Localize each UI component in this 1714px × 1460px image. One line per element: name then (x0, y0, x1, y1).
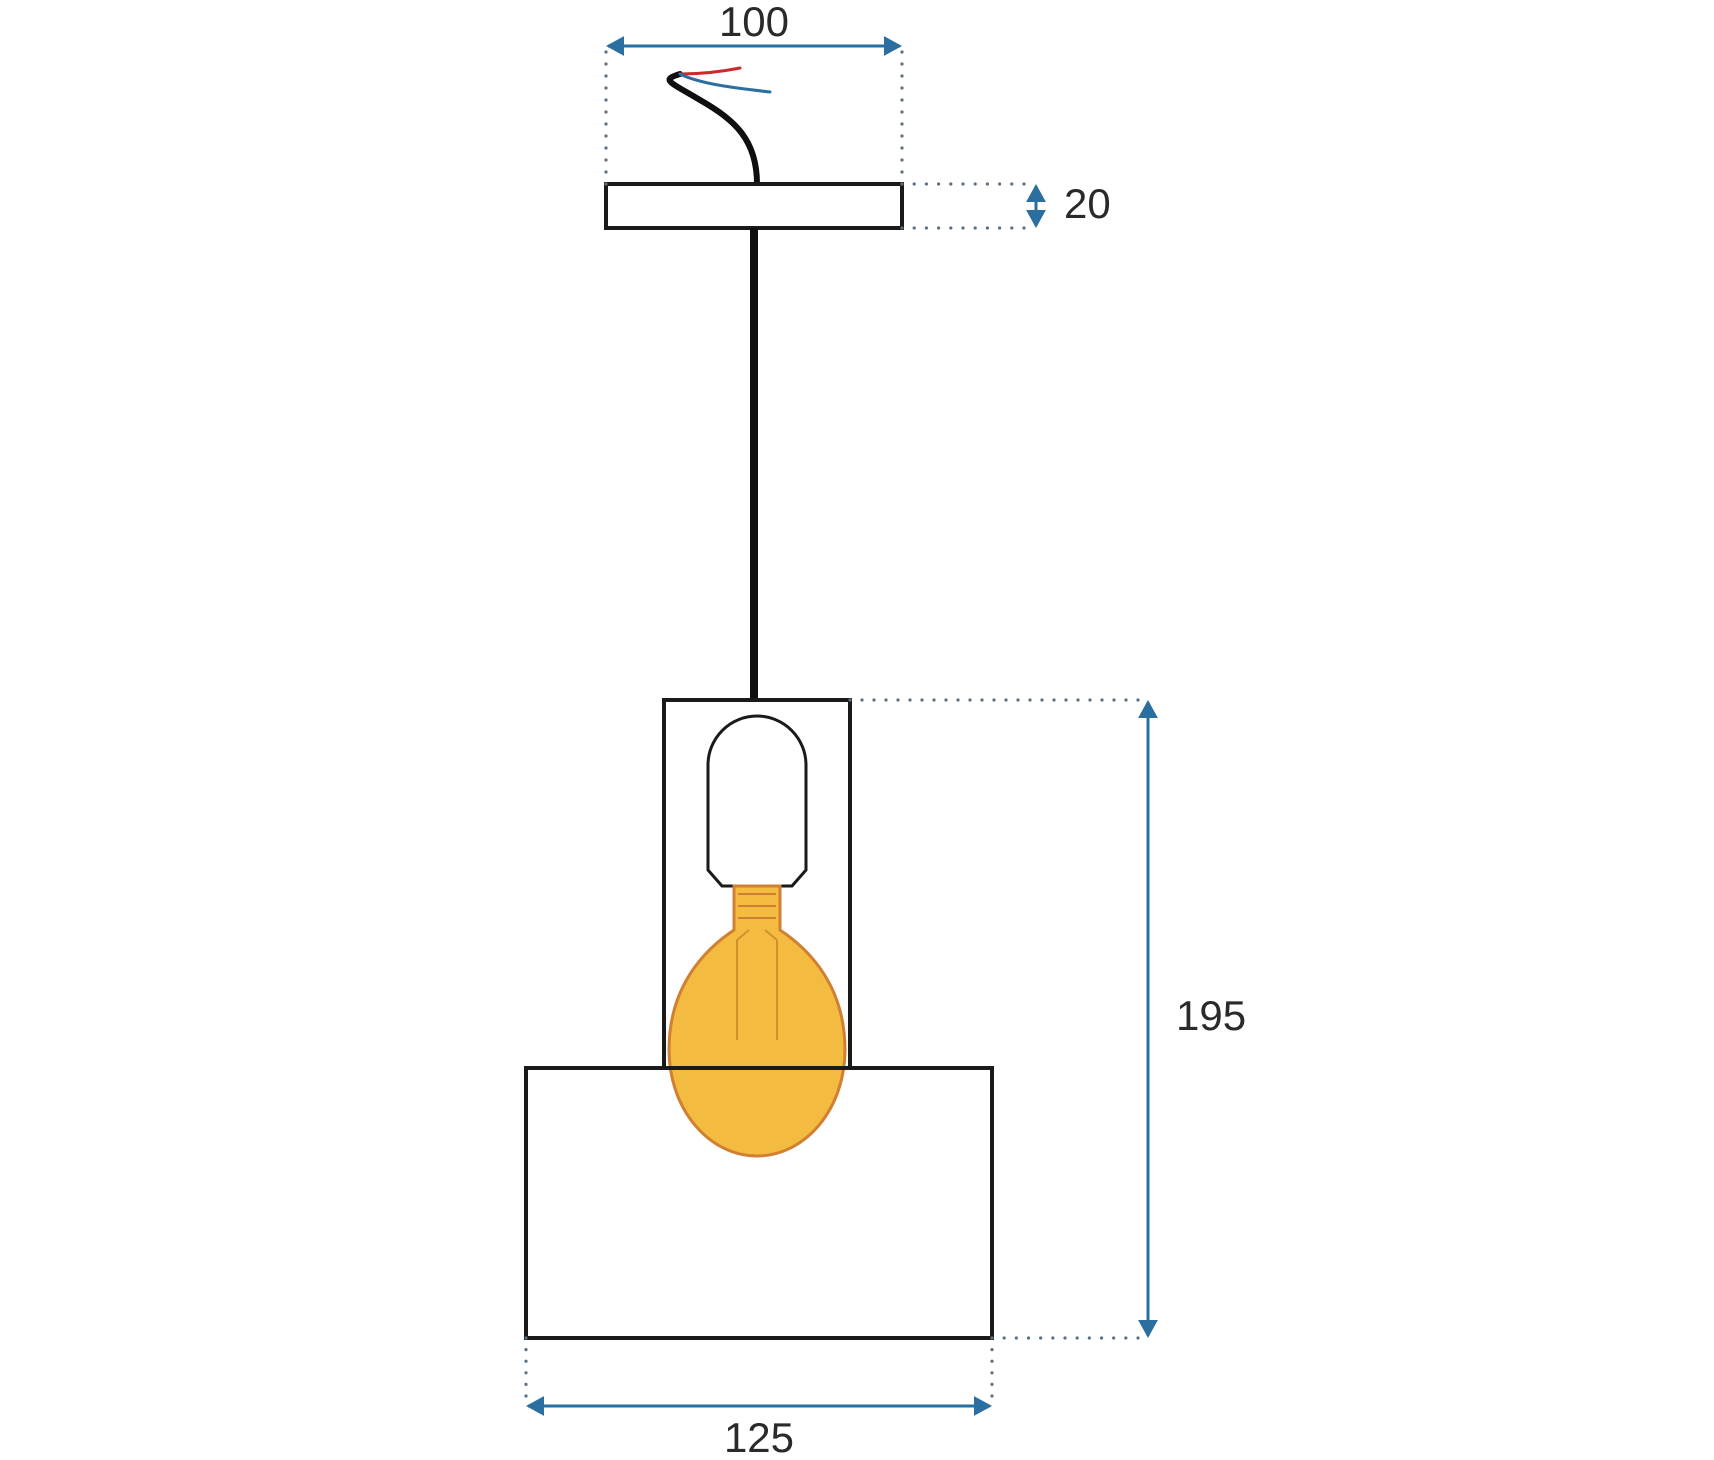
wire-blue (680, 74, 770, 92)
dimension-label: 125 (724, 1414, 794, 1460)
dimension-label: 20 (1064, 180, 1111, 227)
dimension-label: 195 (1176, 992, 1246, 1039)
bulb-socket (708, 716, 806, 886)
ceiling-canopy (606, 184, 902, 228)
lamp-drawing (526, 68, 992, 1338)
wire-red (680, 68, 740, 74)
power-cable (670, 74, 757, 184)
dimension-label: 100 (719, 0, 789, 45)
